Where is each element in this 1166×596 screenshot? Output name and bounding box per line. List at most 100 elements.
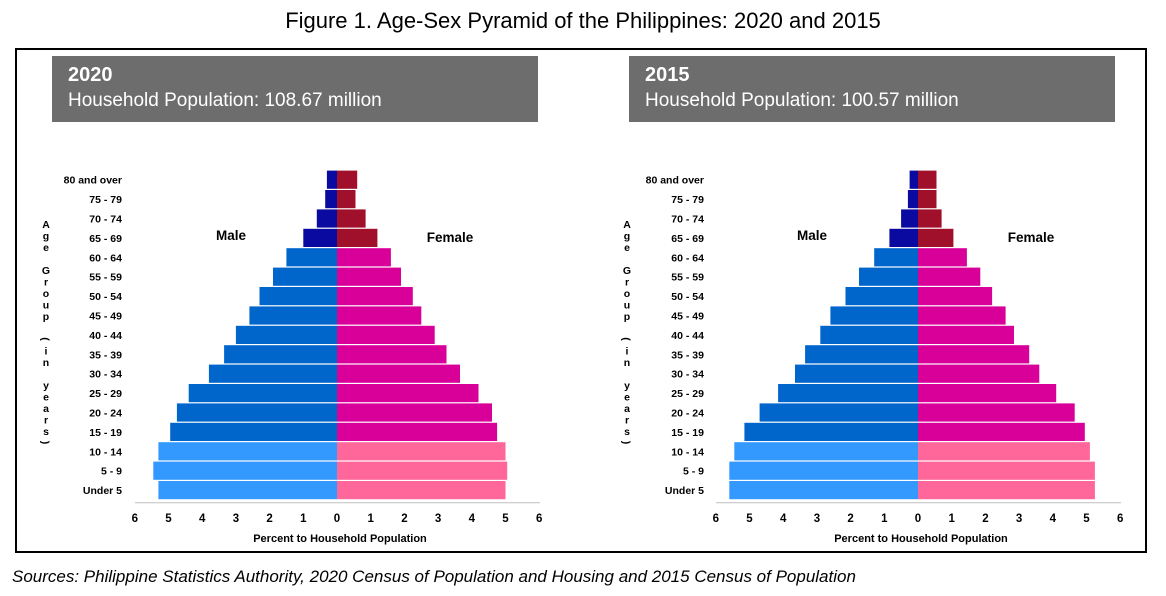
x-tick-label: 3 xyxy=(814,513,820,525)
age-group-label: 10 - 14 xyxy=(671,446,704,458)
age-group-label: 70 - 74 xyxy=(89,214,122,226)
age-group-label: 55 - 59 xyxy=(671,272,704,284)
male-label: Male xyxy=(216,228,247,243)
age-group-label: 25 - 29 xyxy=(671,388,704,400)
male-bar xyxy=(249,306,337,325)
male-bar xyxy=(874,248,918,267)
x-tick-label: 5 xyxy=(165,513,172,525)
y-axis-title-char: A xyxy=(623,219,631,231)
age-group-label: 75 - 79 xyxy=(671,194,704,206)
male-bar xyxy=(889,228,918,247)
x-axis-title: Percent to Household Population xyxy=(834,533,1008,545)
figure-title: Figure 1. Age-Sex Pyramid of the Philipp… xyxy=(285,8,881,33)
male-bar xyxy=(286,248,337,267)
female-bar xyxy=(337,306,422,325)
y-axis-title-char: r xyxy=(44,415,48,427)
age-group-label: 15 - 19 xyxy=(89,427,122,439)
y-axis-title-char: G xyxy=(623,265,631,277)
age-group-label: 50 - 54 xyxy=(671,291,704,303)
female-bar xyxy=(337,345,447,364)
male-bar xyxy=(744,422,918,441)
male-bar xyxy=(153,461,337,480)
x-tick-label: 6 xyxy=(713,513,719,525)
female-label: Female xyxy=(427,230,474,245)
female-bar xyxy=(918,422,1085,441)
male-bar xyxy=(909,170,918,189)
female-bar xyxy=(337,267,401,286)
x-axis-title: Percent to Household Population xyxy=(253,533,427,545)
y-axis-title-char: ) xyxy=(620,441,632,445)
x-tick-label: 1 xyxy=(367,513,374,525)
x-tick-label: 3 xyxy=(1016,513,1022,525)
male-bar xyxy=(795,364,918,383)
y-axis-title-char: a xyxy=(624,403,630,415)
female-bar xyxy=(918,170,937,189)
x-tick-label: 1 xyxy=(948,513,955,525)
male-bar xyxy=(158,442,337,461)
male-bar xyxy=(729,481,918,500)
male-bar xyxy=(235,325,337,344)
age-group-label: 60 - 64 xyxy=(89,252,122,264)
female-bar xyxy=(918,228,954,247)
male-label: Male xyxy=(797,228,828,243)
age-group-label: 20 - 24 xyxy=(89,408,122,420)
y-axis-title-char: o xyxy=(624,288,630,300)
x-tick-label: 1 xyxy=(300,513,307,525)
panel-year: 2020 xyxy=(68,64,113,86)
panel-household-population: Household Population: 108.67 million xyxy=(68,90,382,111)
y-axis-title-char: n xyxy=(624,357,630,369)
female-bar xyxy=(918,364,1040,383)
male-bar xyxy=(734,442,918,461)
x-tick-label: 6 xyxy=(132,513,138,525)
age-group-label: 10 - 14 xyxy=(89,446,122,458)
male-bar xyxy=(830,306,918,325)
female-bar xyxy=(918,209,942,228)
female-bar xyxy=(337,403,492,422)
female-bar xyxy=(337,481,506,500)
y-axis-title-char: ) xyxy=(39,441,51,445)
male-bar xyxy=(158,481,337,500)
age-group-label: 50 - 54 xyxy=(89,291,122,303)
age-group-label: 55 - 59 xyxy=(89,272,122,284)
female-bar xyxy=(337,461,508,480)
female-bar xyxy=(337,422,498,441)
female-bar xyxy=(918,267,981,286)
female-bar xyxy=(337,364,460,383)
x-tick-label: 5 xyxy=(502,513,509,525)
y-axis-title-char: i xyxy=(626,346,629,358)
x-tick-label: 4 xyxy=(199,513,206,525)
male-bar xyxy=(208,364,337,383)
y-axis-title-char: e xyxy=(624,242,630,254)
age-group-label: Under 5 xyxy=(665,485,704,497)
female-bar xyxy=(337,325,435,344)
male-bar xyxy=(303,228,337,247)
y-axis-title-char: r xyxy=(625,277,629,289)
y-axis-title-char: p xyxy=(43,311,49,323)
age-group-label: 20 - 24 xyxy=(671,408,704,420)
x-tick-label: 4 xyxy=(1050,513,1057,525)
female-bar xyxy=(918,248,967,267)
age-group-label: 25 - 29 xyxy=(89,388,122,400)
female-bar xyxy=(918,190,937,209)
x-tick-label: 2 xyxy=(401,513,407,525)
female-bar xyxy=(337,170,358,189)
y-axis-title-char: A xyxy=(42,219,50,231)
female-bar xyxy=(337,209,366,228)
male-bar xyxy=(316,209,337,228)
y-axis-title-char: s xyxy=(43,426,49,438)
y-axis-title-char: ( xyxy=(620,337,632,341)
age-group-label: 75 - 79 xyxy=(89,194,122,206)
age-group-label: 5 - 9 xyxy=(101,466,122,478)
y-axis-title-char: y xyxy=(624,380,630,392)
age-group-label: 70 - 74 xyxy=(671,214,704,226)
x-tick-label: 2 xyxy=(266,513,272,525)
x-tick-label: 5 xyxy=(746,513,753,525)
panel-header-2020: 2020 Household Population: 108.67 millio… xyxy=(52,56,538,122)
y-axis-title-char: g xyxy=(624,231,630,243)
panel-header-2015: 2015 Household Population: 100.57 millio… xyxy=(629,56,1115,122)
male-bar xyxy=(901,209,918,228)
age-group-label: 30 - 34 xyxy=(671,369,704,381)
male-bar xyxy=(859,267,918,286)
age-group-label: 40 - 44 xyxy=(89,330,122,342)
y-axis-title-char: e xyxy=(43,242,49,254)
